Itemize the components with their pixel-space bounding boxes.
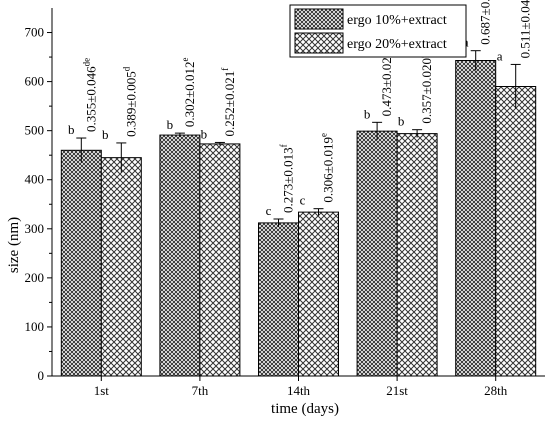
x-axis-label: time (days) [271, 401, 339, 417]
y-tick-label-0: 0 [38, 368, 45, 383]
value-label-1st-series-2: 0.389±0.005d [121, 66, 138, 137]
letter-21st-series-1: b [364, 106, 371, 121]
y-tick-label-100: 100 [25, 319, 45, 334]
y-axis-label: size (nm) [6, 217, 22, 273]
y-tick-label-400: 400 [25, 172, 45, 187]
legend-label-ergo-20: ergo 20%+extract [347, 37, 447, 52]
bar-28th-series-2 [495, 86, 537, 377]
value-label-1st-series-1: 0.355±0.046de [81, 58, 98, 132]
x-tick-label-7th: 7th [192, 383, 209, 398]
legend-swatch-ergo-10 [294, 8, 344, 30]
bar-21st-series-1 [356, 130, 398, 377]
x-tick-label-21st: 21st [386, 383, 408, 398]
bar-14th-series-1 [258, 222, 299, 377]
y-tick-label-500: 500 [25, 123, 45, 138]
value-label-14th-series-1: 0.273±0.013f [279, 144, 296, 213]
letter-1st-series-2: b [102, 127, 109, 142]
letter-7th-series-1: b [167, 117, 174, 132]
letter-28th-series-2: a [497, 48, 503, 63]
letter-14th-series-1: c [266, 203, 272, 218]
x-tick-label-14th: 14th [287, 383, 311, 398]
y-tick-label-700: 700 [25, 25, 45, 40]
y-tick-label-600: 600 [25, 74, 45, 89]
value-label-21st-series-2: 0.357±0.020d [417, 53, 434, 124]
legend: ergo 10%+extract ergo 20%+extract [289, 4, 467, 58]
legend-label-ergo-10: ergo 10%+extract [347, 13, 447, 28]
letter-1st-series-1: b [68, 122, 75, 137]
y-tick-label-300: 300 [25, 221, 45, 236]
letter-14th-series-2: c [300, 193, 306, 208]
y-tick-label-200: 200 [25, 270, 45, 285]
value-label-7th-series-2: 0.252±0.021f [220, 68, 237, 137]
value-label-14th-series-2: 0.306±0.019e [319, 133, 336, 203]
bar-7th-series-1 [159, 134, 201, 377]
value-label-28th-series-2: 0.511±0.040bc [516, 0, 533, 58]
letter-7th-series-2: b [201, 126, 208, 141]
x-tick-label-28th: 28th [484, 383, 508, 398]
bar-1st-series-2 [100, 157, 142, 377]
bar-21st-series-2 [396, 133, 438, 377]
legend-swatch-ergo-20 [294, 32, 344, 54]
bar-7th-series-2 [199, 143, 241, 377]
bar-28th-series-1 [455, 60, 497, 377]
value-label-7th-series-1: 0.302±0.012e [180, 57, 197, 127]
x-tick-label-1st: 1st [94, 383, 110, 398]
bar-1st-series-1 [60, 149, 102, 377]
letter-21st-series-2: b [398, 114, 405, 129]
bar-14th-series-2 [298, 211, 339, 377]
